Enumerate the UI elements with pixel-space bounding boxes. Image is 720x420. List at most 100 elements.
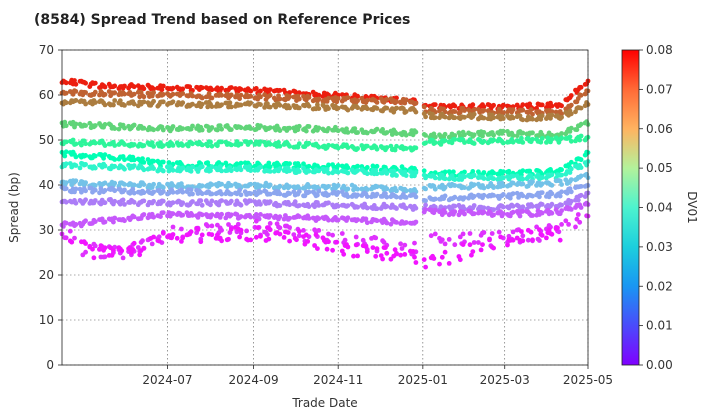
data-point [355,93,360,99]
data-point [410,249,416,254]
data-point [403,109,409,114]
data-point [238,125,244,131]
data-point [73,141,79,147]
data-point [190,164,195,170]
data-point [326,184,331,189]
data-point [73,222,79,227]
data-point [539,113,545,119]
data-point [170,124,176,129]
data-point [277,96,283,102]
data-point [491,245,496,251]
data-point [238,86,244,92]
colorbar-ticks: 0.00 0.01 0.02 0.03 0.04 0.05 0.06 0.07 0.08 [639,43,673,372]
data-point [363,216,369,222]
data-point [469,252,474,258]
data-point [539,202,545,207]
data-point [228,92,234,98]
data-point [498,234,503,240]
data-point [549,132,555,138]
data-point [457,109,463,115]
data-point [70,137,76,143]
y-tick-label: 40 [39,178,54,192]
data-point [335,217,341,223]
data-point [199,212,205,218]
data-point [316,228,322,233]
data-point [160,189,166,195]
data-point [520,233,526,239]
data-point [530,136,535,142]
data-point [141,86,147,92]
data-point [102,188,108,193]
data-point [364,130,370,136]
data-point [326,200,331,206]
data-point [198,239,204,245]
x-tick-label: 2025-01 [398,373,448,387]
data-point [335,169,341,175]
data-point [316,203,322,208]
data-point [195,215,201,220]
data-point [237,187,243,193]
data-point [413,145,419,151]
data-point [199,183,205,189]
data-point [559,131,564,136]
data-point [209,95,215,101]
data-point [258,212,263,217]
data-point [294,237,299,243]
data-point [537,227,542,233]
data-point [452,133,458,138]
data-point [122,182,127,187]
data-point [345,203,351,209]
data-point [559,111,564,117]
data-point [476,240,481,245]
data-point [539,233,545,238]
data-point [423,175,428,181]
data-point [219,102,225,108]
plot-frame [61,49,589,366]
data-point [296,141,302,147]
data-point [248,181,254,187]
data-point [374,163,380,169]
data-point [520,181,526,187]
data-point [391,168,397,174]
data-point [452,209,458,215]
data-point [471,240,477,245]
data-point [179,239,184,244]
data-point [432,134,438,140]
data-point [258,201,263,207]
data-point [301,228,306,233]
data-point [539,175,545,180]
data-point [539,136,545,141]
data-point [101,155,106,161]
data-point [258,139,263,145]
data-point [394,131,399,137]
data-point [549,191,555,197]
data-point [355,163,360,169]
data-point [277,102,283,108]
data-point [460,242,466,248]
data-point [471,173,477,178]
data-point [451,169,456,175]
data-point [342,237,348,243]
data-point [364,106,370,112]
data-point [158,214,163,220]
data-point [326,95,331,101]
data-point [538,139,544,145]
data-point [92,187,98,193]
data-point [403,220,409,225]
data-point [151,86,157,92]
data-point [306,163,312,169]
data-point [568,138,574,144]
data-point [122,218,127,224]
colorbar-tick-label: 0.00 [646,358,673,372]
data-point [373,253,379,259]
data-point [112,157,118,162]
data-point [364,187,370,192]
data-point [423,186,428,192]
data-point [380,126,385,132]
data-point [403,97,409,103]
data-point [258,183,263,189]
data-point [296,203,302,208]
data-point [112,98,118,103]
data-point [496,106,502,112]
data-point [457,234,463,240]
